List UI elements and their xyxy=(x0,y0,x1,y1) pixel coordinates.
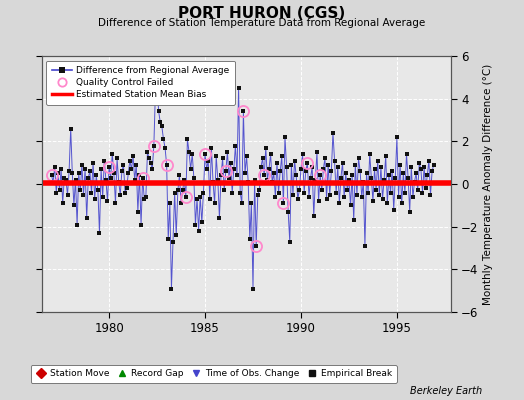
Legend: Station Move, Record Gap, Time of Obs. Change, Empirical Break: Station Move, Record Gap, Time of Obs. C… xyxy=(30,365,397,383)
Text: Difference of Station Temperature Data from Regional Average: Difference of Station Temperature Data f… xyxy=(99,18,425,28)
Text: Berkeley Earth: Berkeley Earth xyxy=(410,386,482,396)
Y-axis label: Monthly Temperature Anomaly Difference (°C): Monthly Temperature Anomaly Difference (… xyxy=(483,63,493,305)
Text: PORT HURON (CGS): PORT HURON (CGS) xyxy=(178,6,346,21)
